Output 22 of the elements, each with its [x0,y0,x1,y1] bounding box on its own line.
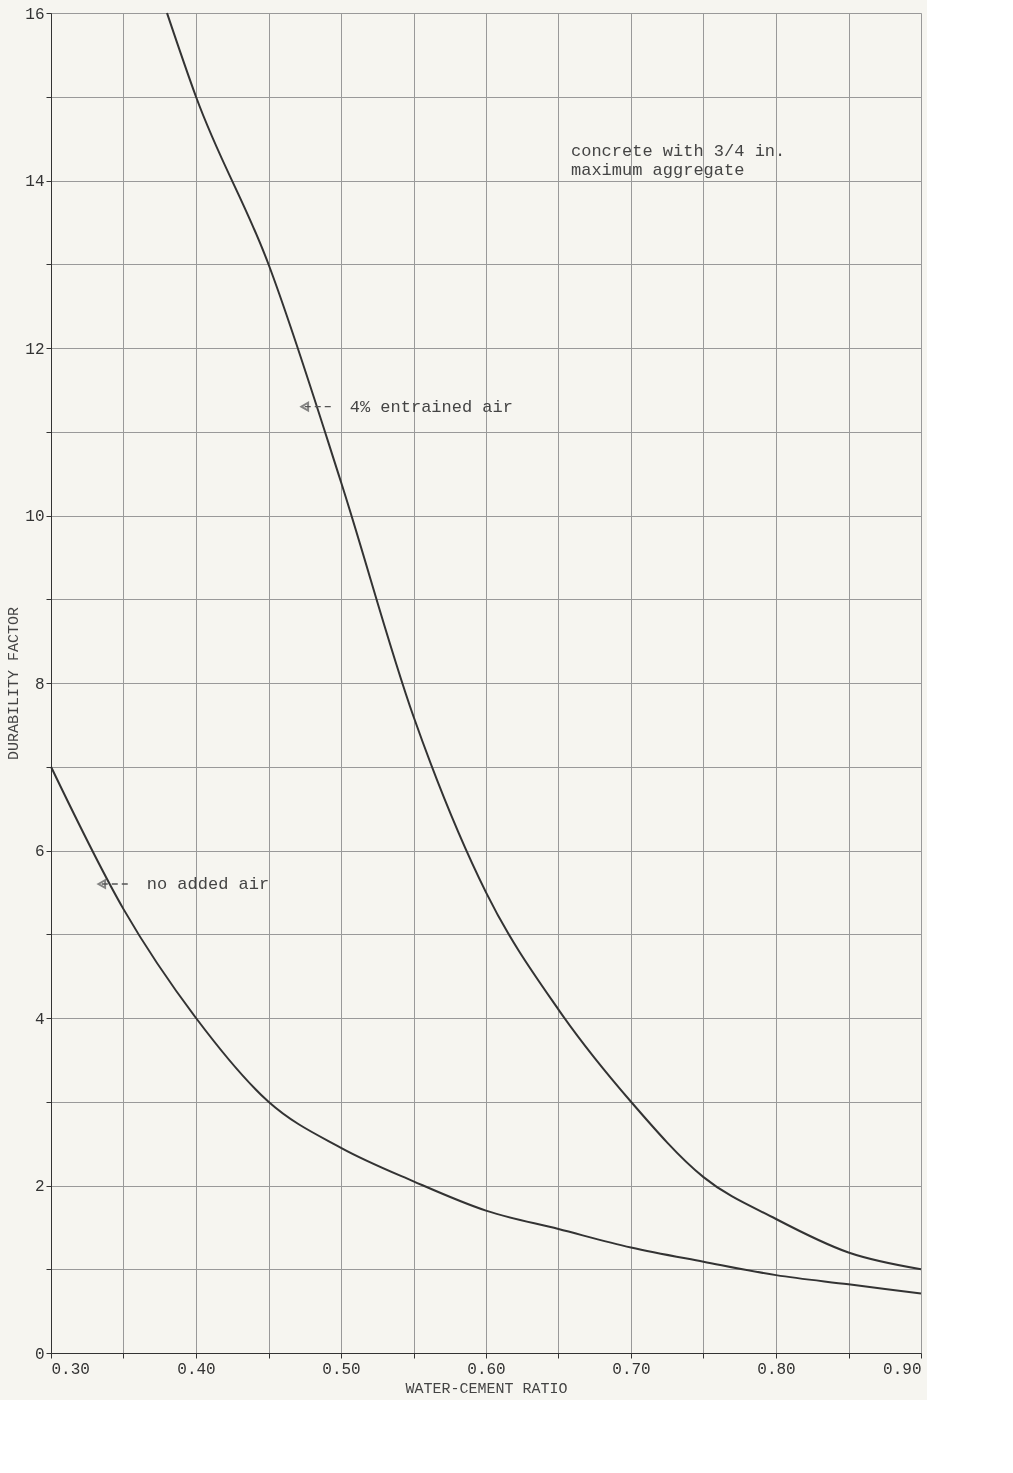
y-tick-label: 12 [25,340,45,359]
x-tick-label: 0.30 [51,1360,90,1379]
y-tick-label: 6 [34,843,45,861]
y-tick-label: 16 [25,5,45,24]
y-tick-label: 10 [25,508,45,526]
annotation: concrete with 3/4 in. maximum aggregate [571,142,786,180]
annotation: no added air [146,875,270,894]
x-tick-label: 0.60 [467,1360,506,1379]
y-tick-label: 8 [34,675,45,694]
x-tick-label: 0.80 [757,1360,796,1379]
y-tick-label: 2 [34,1178,45,1196]
y-tick-label: 0 [34,1345,45,1364]
y-tick-label: 14 [25,173,45,191]
x-tick-label: 0.50 [322,1360,361,1379]
x-tick-label: 0.90 [883,1360,922,1379]
y-tick-label: 4 [34,1010,45,1029]
x-axis-title: WATER-CEMENT RATIO [405,1380,568,1398]
line-series [166,12,922,1271]
x-tick-label: 0.70 [612,1360,651,1379]
annotation: 4% entrained air [349,397,513,417]
x-tick-label: 0.40 [177,1360,216,1379]
y-axis-title: DURABILITY FACTOR [6,606,24,761]
